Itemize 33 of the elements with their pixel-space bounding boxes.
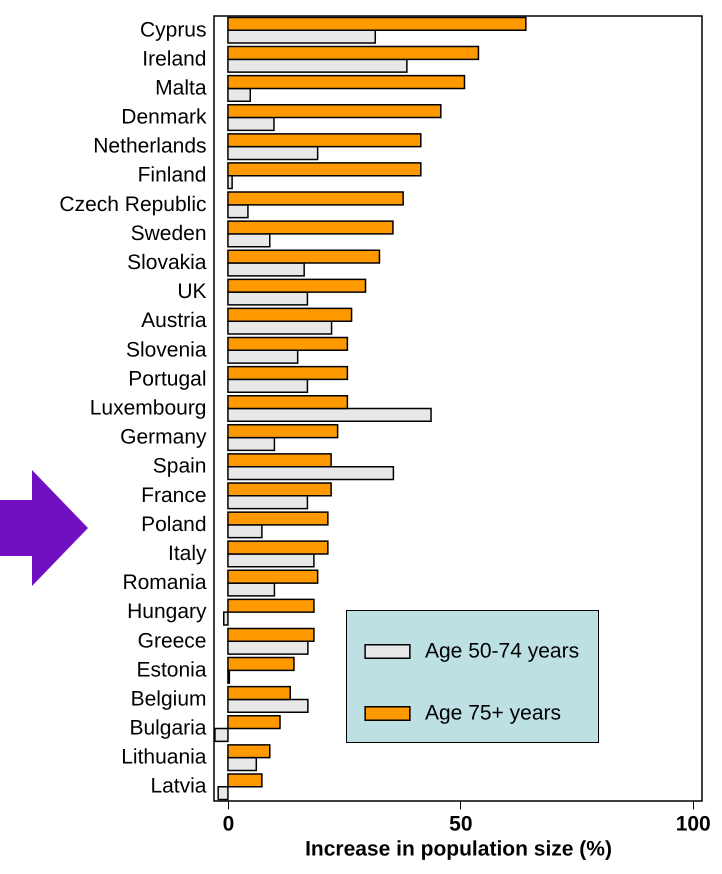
- y-tick-label: Estonia: [136, 658, 207, 682]
- y-tick-label: Portugal: [128, 367, 206, 390]
- y-tick-label: Lithuania: [121, 746, 207, 769]
- y-tick-label: Spain: [152, 454, 206, 478]
- y-tick-label: Poland: [141, 512, 206, 536]
- x-axis-title: Increase in population size (%): [305, 838, 612, 860]
- x-tick-label: 50: [449, 812, 473, 836]
- y-tick-label: Bulgaria: [129, 716, 207, 740]
- y-tick-label: Italy: [168, 542, 207, 565]
- y-tick-label: Latvia: [150, 774, 207, 798]
- y-tick-label: Ireland: [142, 47, 206, 70]
- y-tick-label: Netherlands: [93, 134, 206, 158]
- x-tick-label: 100: [676, 812, 711, 836]
- y-tick-label: UK: [177, 280, 206, 304]
- y-tick-label: France: [141, 484, 206, 507]
- y-tick-label: Cyprus: [140, 18, 206, 42]
- y-tick-label: Greece: [138, 629, 206, 652]
- y-tick-label: Sweden: [130, 222, 206, 245]
- y-tick-label: Belgium: [130, 687, 206, 710]
- y-tick-label: Denmark: [121, 106, 207, 129]
- legend-label: Age 50-74 years: [425, 640, 580, 662]
- y-tick-label: Hungary: [127, 600, 207, 624]
- y-tick-label: Romania: [122, 571, 207, 594]
- x-tick-label: 0: [222, 812, 234, 836]
- y-tick-label: Austria: [141, 309, 207, 332]
- y-tick-label: Czech Republic: [59, 192, 206, 216]
- y-tick-label: Slovenia: [126, 338, 207, 362]
- legend-label: Age 75+ years: [425, 702, 562, 724]
- y-tick-label: Finland: [138, 164, 206, 187]
- y-tick-label: Germany: [120, 426, 207, 449]
- y-tick-label: Slovakia: [127, 251, 207, 274]
- y-tick-label: Luxembourg: [90, 396, 206, 420]
- y-tick-label: Malta: [155, 76, 207, 100]
